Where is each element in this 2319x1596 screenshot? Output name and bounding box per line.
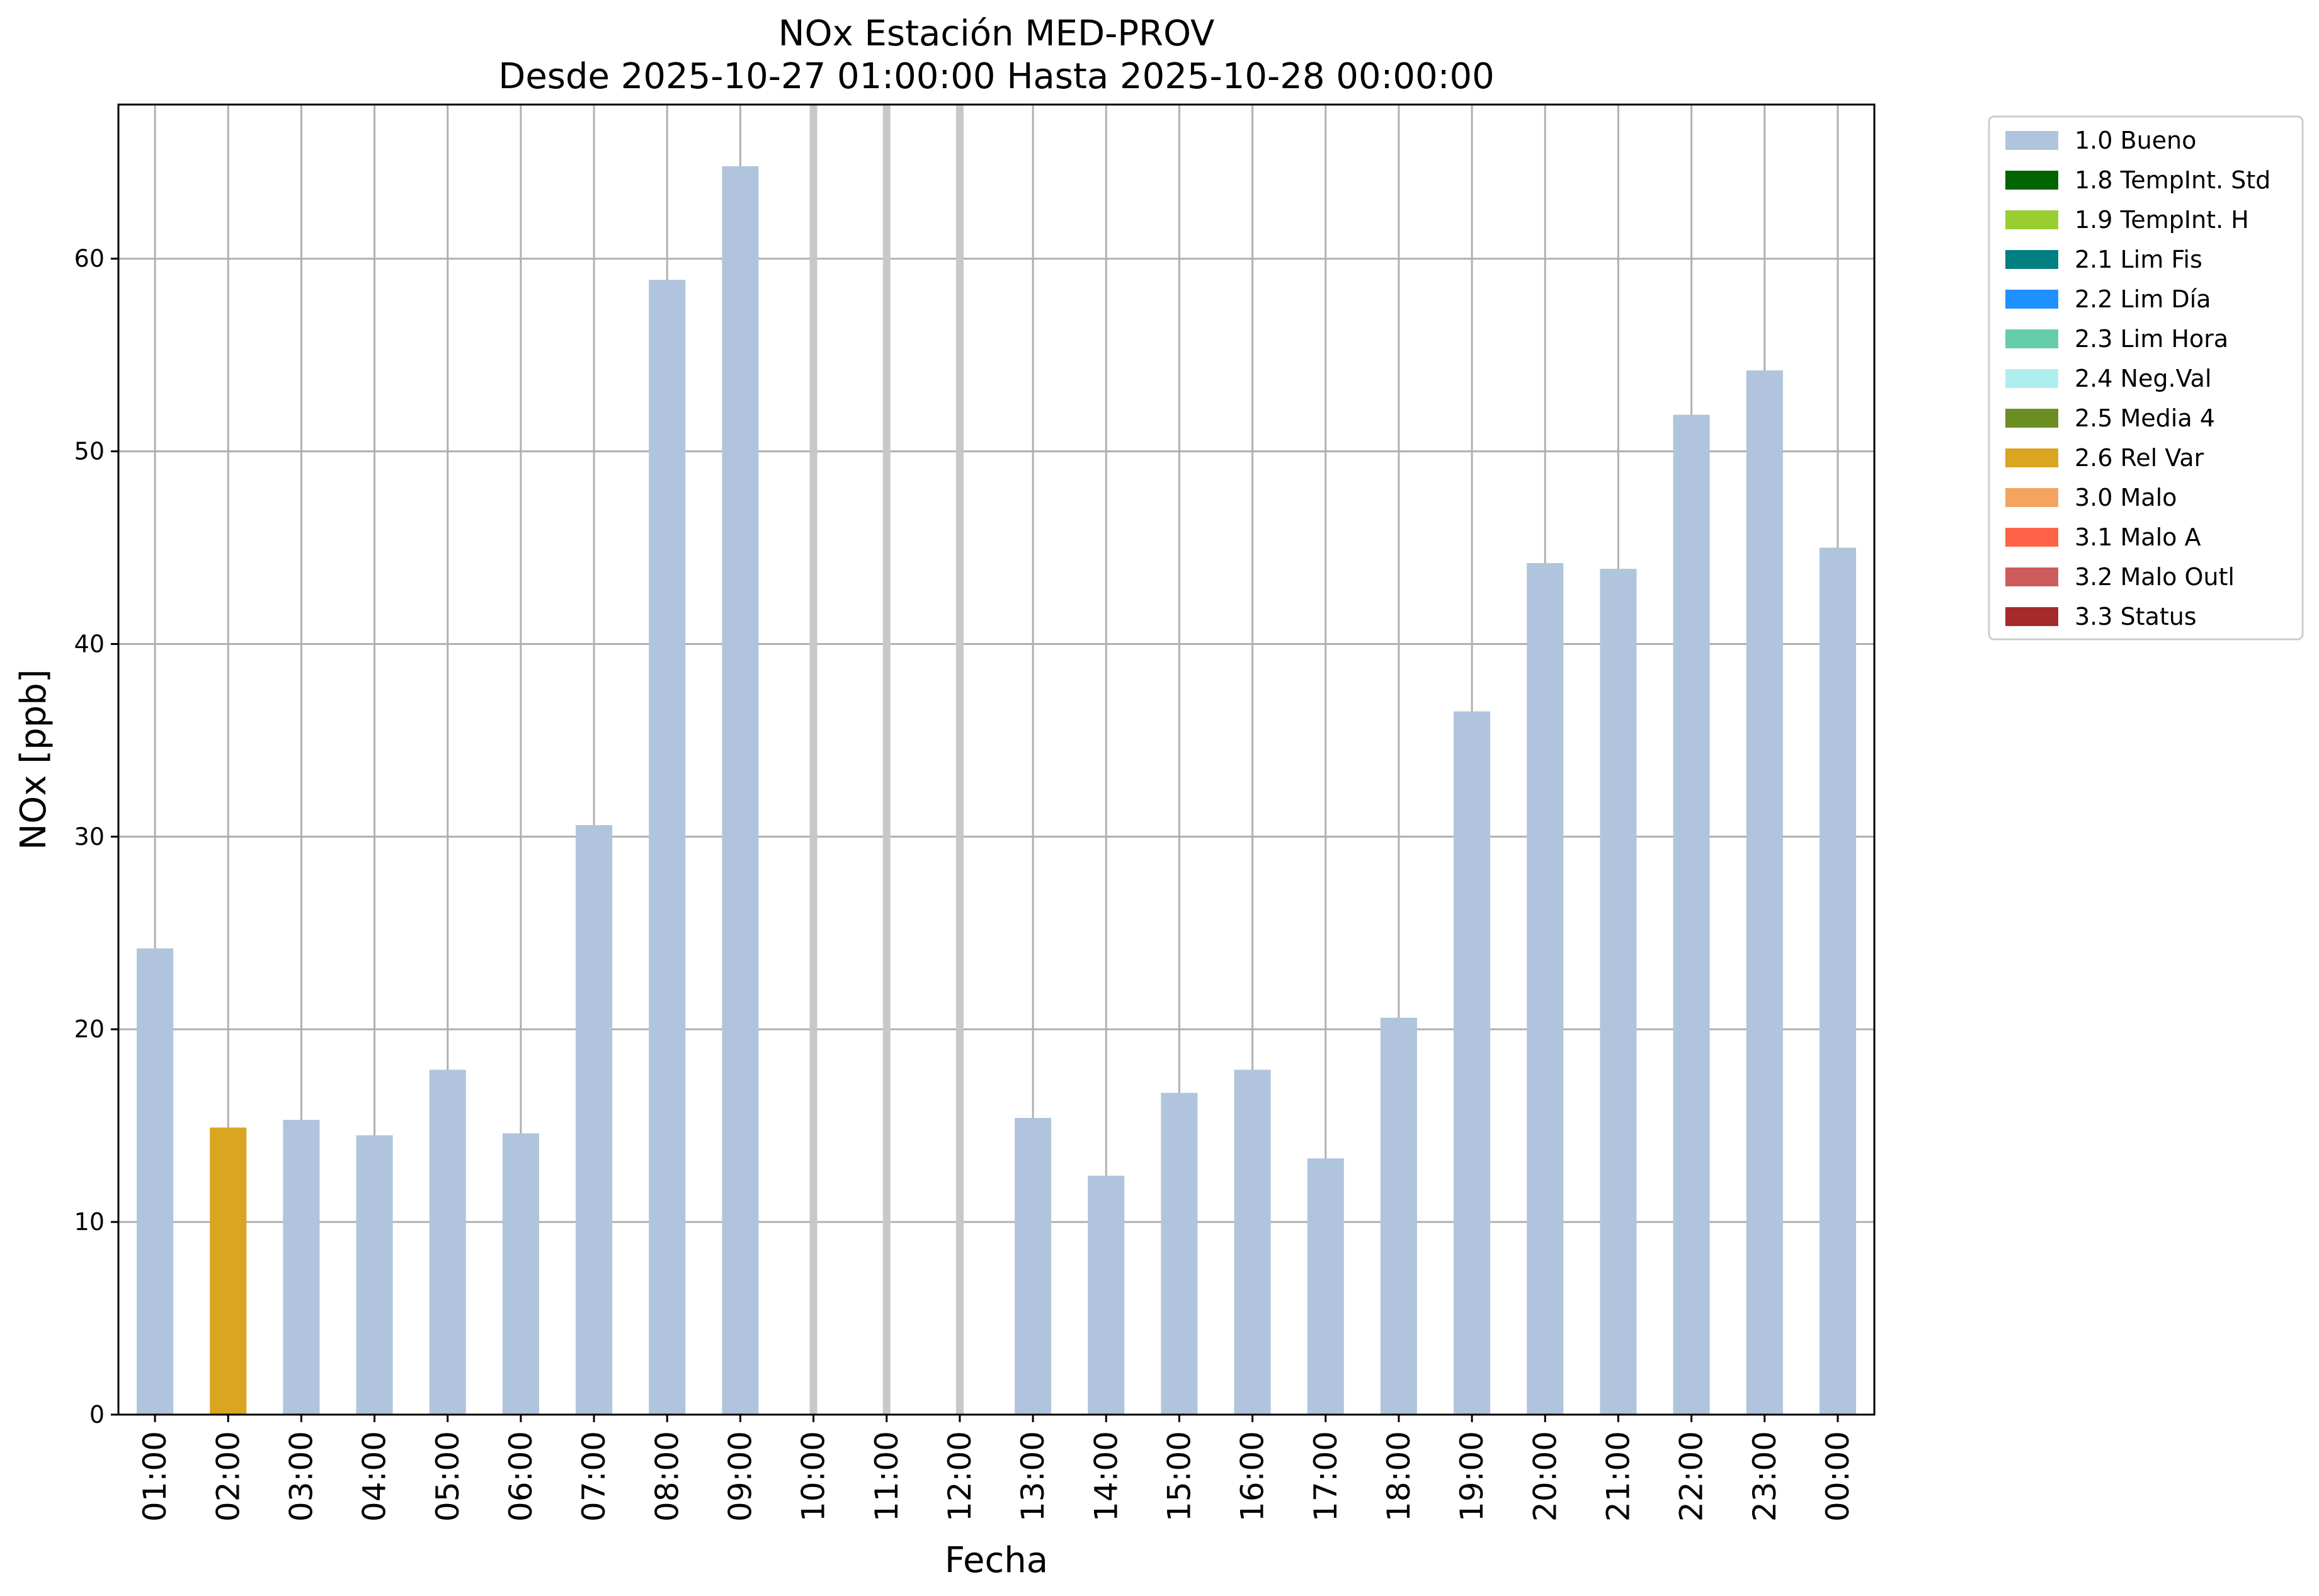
bar-2100 [1600,569,1637,1415]
y-tick-label: 50 [74,438,105,465]
bars-layer [137,166,1856,1415]
legend-label: 3.2 Malo Outl [2075,563,2235,591]
plot-frame [117,103,1876,1416]
bar-2200 [1673,414,1710,1415]
bar-1500 [1161,1093,1198,1415]
bar-0600 [502,1133,539,1415]
legend-swatch [2005,409,2058,428]
y-axis-label: NOx [ppb] [13,669,54,850]
legend: 1.0 Bueno 1.8 TempInt. Std 1.9 TempInt. H 2… [1988,115,2304,641]
legend-swatch [2005,567,2058,586]
legend-swatch [2005,329,2058,348]
x-axis-label: Fecha [945,1540,1048,1581]
x-tick-label: 01:00 [137,1431,173,1522]
x-tick-label: 02:00 [210,1431,246,1522]
y-tick-label: 10 [74,1208,105,1236]
legend-label: 2.6 Rel Var [2075,444,2204,472]
bar-0800 [649,280,686,1415]
legend-swatch [2005,171,2058,190]
legend-label: 2.2 Lim Día [2075,285,2211,313]
bar-0900 [722,166,759,1415]
x-tick-label: 21:00 [1600,1431,1636,1522]
y-tick-label: 30 [74,823,105,850]
legend-swatch [2005,210,2058,229]
missing-value-marker [809,105,818,1415]
x-tick-label: 23:00 [1746,1431,1783,1522]
chart-subtitle: Desde 2025-10-27 01:00:00 Hasta 2025-10-… [498,56,1495,97]
bar-1700 [1307,1158,1344,1415]
bar-1400 [1088,1175,1125,1415]
bar-1900 [1454,711,1491,1415]
missing-value-marker [955,105,964,1415]
legend-swatch [2005,250,2058,269]
legend-label: 2.1 Lim Fis [2075,246,2202,273]
legend-swatch [2005,488,2058,507]
legend-label: 2.5 Media 4 [2075,404,2215,432]
x-tick-label: 12:00 [942,1431,978,1522]
bar-0400 [356,1135,393,1415]
y-axis: 0 10 20 30 40 50 60 [74,245,118,1428]
x-tick-label: 18:00 [1381,1431,1417,1522]
x-tick-label: 13:00 [1015,1431,1051,1522]
legend-swatch [2005,448,2058,467]
legend-swatch [2005,607,2058,626]
x-tick-label: 19:00 [1454,1431,1490,1522]
bar-2000 [1527,563,1564,1415]
x-tick-label: 14:00 [1088,1431,1124,1522]
legend-label: 1.8 TempInt. Std [2075,166,2271,194]
x-tick-label: 03:00 [283,1431,319,1522]
legend-frame [1988,115,2304,641]
bar-0100 [137,948,174,1415]
legend-swatch [2005,528,2058,547]
y-tick-label: 40 [74,630,105,658]
bar-0300 [283,1120,320,1415]
x-tick-label: 07:00 [576,1431,612,1522]
legend-label: 3.3 Status [2075,603,2197,630]
x-axis: 01:00 02:00 03:00 04:00 05:00 06:00 07:00 08:00… [137,1415,1856,1522]
legend-label: 1.9 TempInt. H [2075,206,2249,234]
missing-value-marker [882,105,891,1415]
x-tick-label: 08:00 [649,1431,685,1522]
chart-title: NOx Estación MED-PROV [778,13,1215,54]
bar-1300 [1015,1117,1052,1415]
legend-swatch [2005,369,2058,388]
x-tick-label: 00:00 [1820,1431,1856,1522]
legend-swatch [2005,290,2058,309]
bar-0700 [576,825,613,1415]
legend-label: 2.4 Neg.Val [2075,365,2211,392]
missing-value-markers [809,105,964,1415]
x-tick-label: 11:00 [869,1431,905,1522]
x-tick-label: 04:00 [356,1431,393,1522]
bar-0200 [210,1127,247,1415]
legend-label: 3.1 Malo A [2075,523,2201,551]
x-tick-label: 10:00 [795,1431,832,1522]
bar-1600 [1234,1069,1271,1415]
legend-label: 3.0 Malo [2075,484,2177,511]
y-tick-label: 0 [89,1401,105,1428]
bar-1800 [1380,1017,1417,1415]
x-tick-label: 06:00 [503,1431,539,1522]
x-tick-label: 17:00 [1308,1431,1344,1522]
x-tick-label: 20:00 [1527,1431,1563,1522]
bar-0000 [1819,547,1856,1415]
x-tick-label: 22:00 [1673,1431,1710,1522]
y-tick-label: 60 [74,245,105,273]
y-tick-label: 20 [74,1015,105,1043]
legend-label: 2.3 Lim Hora [2075,325,2228,353]
bar-0500 [429,1069,466,1415]
x-tick-label: 05:00 [430,1431,466,1522]
legend-label: 1.0 Bueno [2075,127,2196,154]
bar-2300 [1746,370,1783,1415]
x-tick-label: 16:00 [1234,1431,1271,1522]
x-tick-label: 15:00 [1161,1431,1197,1522]
legend-swatch [2005,131,2058,150]
x-tick-label: 09:00 [722,1431,758,1522]
